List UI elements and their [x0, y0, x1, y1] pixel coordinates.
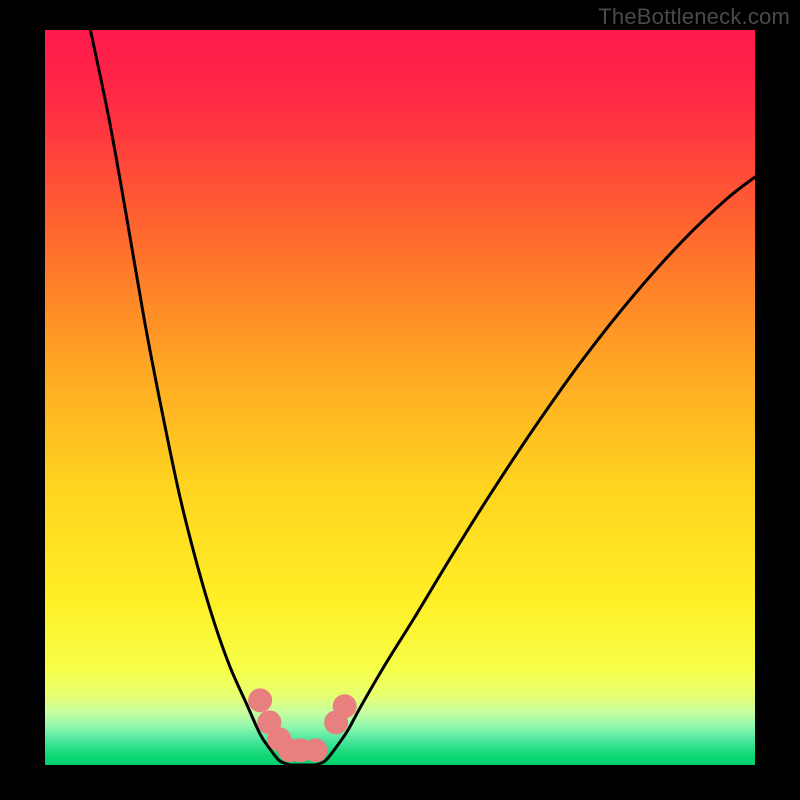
watermark-text: TheBottleneck.com	[598, 4, 790, 30]
gradient-background	[45, 30, 755, 765]
